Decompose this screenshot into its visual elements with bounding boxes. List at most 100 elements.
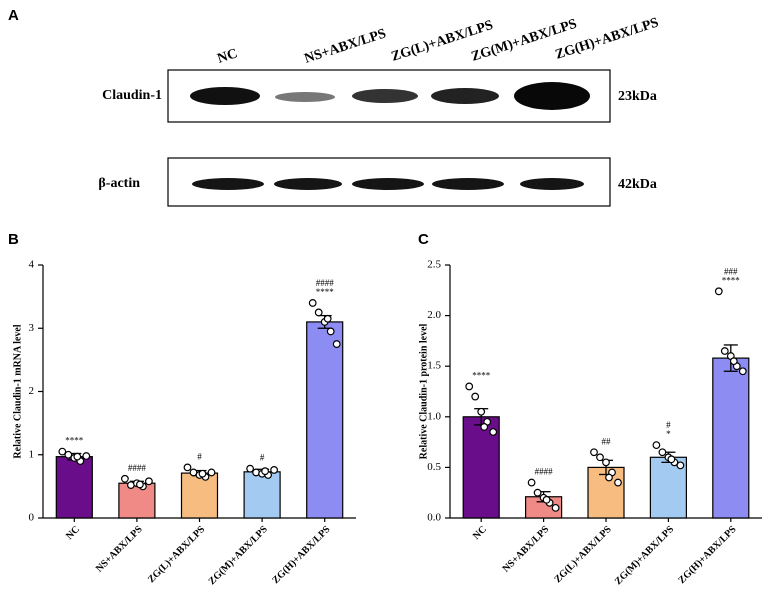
data-point	[676, 461, 685, 470]
data-point	[729, 357, 738, 366]
data-point	[614, 478, 622, 487]
bar	[712, 357, 750, 519]
size-label: 42kDa	[618, 177, 657, 192]
data-point	[198, 469, 207, 478]
data-point	[314, 308, 323, 317]
data-point	[465, 382, 474, 391]
y-tick-label: 3	[29, 322, 35, 334]
bar	[306, 321, 344, 519]
data-point	[326, 327, 335, 336]
data-point	[658, 448, 667, 457]
data-point	[602, 458, 610, 467]
x-tick-label: ZG(H)+ABX/LPS	[676, 524, 738, 586]
data-point	[332, 340, 341, 348]
y-tick-label: 0.0	[427, 512, 441, 524]
significance: ####	[128, 463, 147, 473]
data-point	[652, 441, 661, 450]
data-point	[58, 447, 67, 456]
y-tick-label: 0.5	[427, 461, 441, 473]
panel-label: B	[8, 231, 19, 248]
data-point	[714, 287, 723, 296]
size-label: 23kDa	[618, 89, 657, 104]
x-tick-label: NS+ABX/LPS	[501, 524, 552, 575]
significance: ****	[65, 436, 84, 446]
significance: #	[666, 420, 671, 430]
data-point	[207, 468, 216, 477]
data-point	[605, 473, 613, 482]
data-point	[590, 448, 598, 457]
protein-label: β-actin	[98, 176, 140, 191]
band	[352, 89, 418, 103]
data-point	[489, 428, 498, 436]
x-tick-label: NS+ABX/LPS	[94, 524, 145, 575]
y-tick-label: 0	[29, 512, 35, 524]
data-point	[551, 503, 560, 512]
significance: ####	[316, 278, 335, 288]
band	[352, 178, 424, 190]
band	[514, 82, 590, 110]
significance: ####	[535, 467, 554, 477]
x-tick-label: ZG(L)+ABX/LPS	[146, 524, 208, 586]
y-tick-label: 2.5	[427, 259, 441, 271]
data-point	[246, 464, 255, 473]
data-point	[738, 367, 747, 376]
band	[190, 87, 260, 105]
significance: ****	[472, 371, 491, 381]
band	[432, 178, 504, 190]
y-axis-label: Relative Claudin-1 mRNA level	[12, 324, 23, 458]
significance: ##	[602, 436, 612, 446]
panel-label: A	[8, 7, 19, 24]
data-point	[144, 477, 153, 486]
band	[520, 178, 584, 190]
data-point	[135, 480, 144, 489]
x-tick-label: NC	[471, 524, 489, 542]
band	[275, 92, 335, 102]
x-tick-label: ZG(M)+ABX/LPS	[207, 524, 271, 588]
data-point	[64, 450, 73, 459]
bar	[180, 472, 219, 519]
data-point	[477, 407, 486, 416]
x-tick-label: ZG(H)+ABX/LPS	[270, 524, 332, 586]
data-point	[480, 423, 489, 431]
band	[192, 178, 264, 190]
panel-label: C	[418, 231, 429, 248]
significance: ###	[724, 266, 738, 276]
lane-label: NS+ABX/LPS	[303, 26, 389, 67]
y-tick-label: 2	[29, 385, 35, 397]
data-point	[73, 452, 82, 461]
y-tick-label: 4	[29, 259, 35, 271]
band	[274, 178, 342, 190]
data-point	[261, 467, 270, 476]
y-tick-label: 1.5	[427, 360, 441, 372]
data-point	[667, 455, 676, 464]
data-point	[308, 299, 317, 307]
significance: *	[666, 429, 671, 439]
data-point	[720, 347, 729, 355]
bar	[118, 482, 156, 519]
significance: ****	[722, 275, 741, 285]
protein-label: Claudin-1	[102, 88, 162, 103]
data-point	[527, 478, 536, 487]
y-tick-label: 1	[29, 448, 35, 460]
data-point	[120, 474, 129, 483]
bar	[243, 471, 281, 519]
significance: ****	[316, 287, 335, 297]
data-point	[542, 495, 551, 504]
significance: #	[197, 451, 202, 461]
x-tick-label: ZG(L)+ABX/LPS	[552, 524, 614, 586]
x-tick-label: NC	[64, 524, 82, 542]
y-tick-label: 1.0	[427, 410, 441, 422]
significance: #	[260, 453, 265, 463]
data-point	[183, 463, 192, 472]
data-point	[596, 453, 604, 462]
data-point	[82, 452, 91, 460]
data-point	[323, 314, 332, 323]
band	[431, 88, 499, 104]
lane-label: NC	[216, 46, 240, 67]
y-axis-label: Relative Claudin-1 protein level	[418, 323, 429, 459]
y-tick-label: 2.0	[427, 309, 441, 321]
x-tick-label: ZG(M)+ABX/LPS	[613, 524, 677, 588]
bar	[55, 456, 93, 519]
data-point	[533, 488, 542, 497]
